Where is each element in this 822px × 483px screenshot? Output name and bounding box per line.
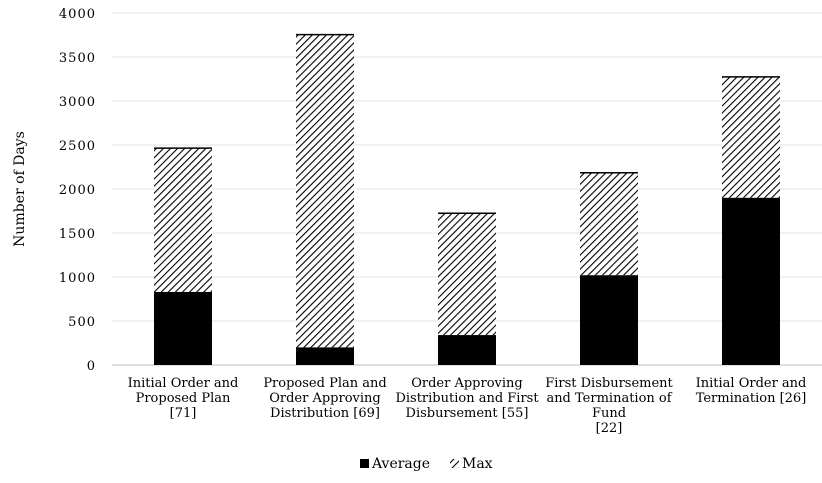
y-axis-label: Number of Days	[12, 131, 28, 247]
bar-average	[722, 197, 780, 365]
bars	[154, 33, 780, 365]
x-category-label: Proposed Plan and Order Approving Distribu…	[263, 376, 386, 421]
bar-max	[296, 34, 354, 348]
y-tick-label: 2500	[59, 139, 96, 154]
x-category-label: First Disbursement and Termination of Fund…	[545, 376, 673, 436]
x-category-label: Initial Order and Proposed Plan [71]	[128, 376, 239, 421]
y-tick-label: 500	[68, 315, 96, 330]
y-tick-label: 4000	[59, 7, 96, 22]
bar-max	[438, 212, 496, 336]
bar-average	[580, 275, 638, 365]
legend-swatch-average	[360, 459, 369, 468]
y-tick-label: 3500	[59, 51, 96, 66]
bar-max	[722, 76, 780, 198]
grid-lines	[112, 12, 822, 366]
bar-average	[296, 347, 354, 365]
y-tick-label: 1000	[59, 271, 96, 286]
legend-swatch-max	[450, 459, 459, 468]
legend-label-average: Average	[371, 456, 430, 472]
bar-average	[438, 335, 496, 365]
y-tick-label: 0	[87, 359, 96, 374]
y-tick-label: 3000	[59, 95, 96, 110]
x-category-label: Initial Order and Termination [26]	[696, 376, 807, 406]
bar-max	[580, 172, 638, 276]
y-tick-label: 2000	[59, 183, 96, 198]
legend-label-max: Max	[462, 456, 493, 472]
x-axis-categories: Initial Order and Proposed Plan [71] Propos…	[128, 376, 807, 436]
bar-average	[154, 291, 212, 365]
y-axis-ticks: 0 500 1000 1500 2000 2500 3000 3500 4000	[59, 7, 96, 374]
legend: Average Max	[360, 456, 493, 472]
y-tick-label: 1500	[59, 227, 96, 242]
bar-max	[154, 147, 212, 292]
x-category-label: Order Approving Distribution and First Dis…	[395, 376, 539, 421]
